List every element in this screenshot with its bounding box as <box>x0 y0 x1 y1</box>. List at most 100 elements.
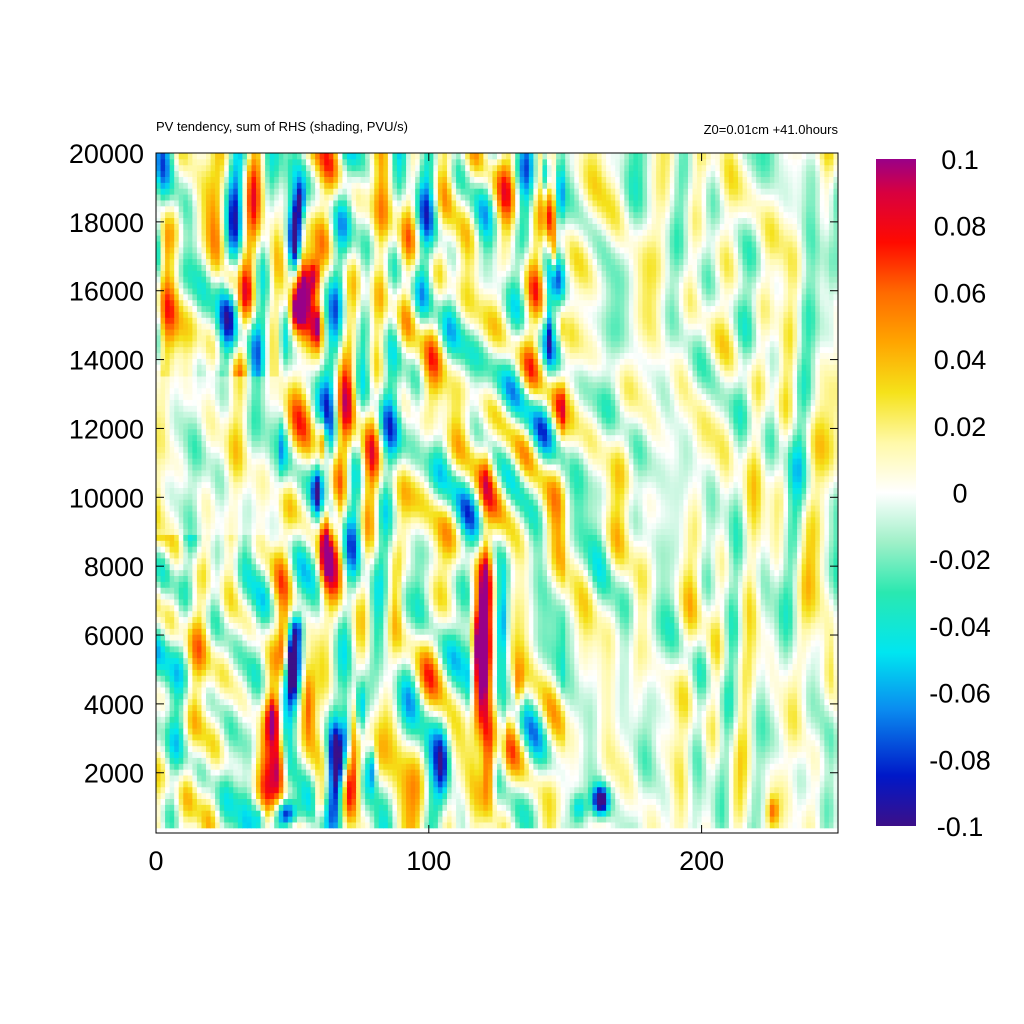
heatmap-cell <box>315 704 321 711</box>
heatmap-cell <box>424 640 430 647</box>
heatmap-cell <box>592 716 598 723</box>
heatmap-cell <box>737 816 744 823</box>
heatmap-cell <box>524 692 530 700</box>
heatmap-cell <box>628 798 634 805</box>
heatmap-cell <box>774 687 780 694</box>
heatmap-cell <box>296 663 302 670</box>
heatmap-cell <box>560 792 566 799</box>
heatmap-cell <box>669 634 675 641</box>
heatmap-cell <box>665 780 671 788</box>
heatmap-cell <box>660 763 666 770</box>
heatmap-cell <box>619 733 625 741</box>
heatmap-cell <box>369 775 375 782</box>
heatmap-cell <box>619 816 625 823</box>
heatmap-cell <box>633 687 639 694</box>
heatmap-cell <box>560 810 566 817</box>
heatmap-cell <box>510 728 516 735</box>
heatmap-cell <box>242 728 248 735</box>
heatmap-cell <box>501 792 507 799</box>
heatmap-cell <box>437 716 443 723</box>
heatmap-cell <box>492 763 498 770</box>
heatmap-cell <box>224 710 230 717</box>
heatmap-cell <box>174 657 180 665</box>
heatmap-cell <box>478 716 484 723</box>
heatmap-cell <box>374 722 380 729</box>
heatmap-cell <box>660 821 666 829</box>
heatmap-cell <box>742 751 748 758</box>
heatmap-cell <box>287 657 293 665</box>
heatmap-cell <box>160 669 166 676</box>
heatmap-cell <box>483 775 489 782</box>
heatmap-cell <box>669 757 675 764</box>
heatmap-cell <box>519 728 525 735</box>
heatmap-cell <box>378 821 384 829</box>
heatmap-cell <box>192 780 198 788</box>
heatmap-cell <box>524 816 530 823</box>
heatmap-cell <box>610 804 616 811</box>
heatmap-cell <box>683 751 689 758</box>
heatmap-cell <box>296 628 302 635</box>
heatmap-cell <box>283 821 289 829</box>
heatmap-cell <box>774 698 780 706</box>
heatmap-cell <box>797 681 803 688</box>
heatmap-cell <box>651 669 657 676</box>
heatmap-cell <box>497 728 503 735</box>
heatmap-cell <box>656 821 662 829</box>
heatmap-cell <box>346 804 353 811</box>
heatmap-cell <box>296 798 302 805</box>
heatmap-cell <box>815 810 821 817</box>
heatmap-cell <box>215 821 221 829</box>
heatmap-cell <box>756 681 762 688</box>
heatmap-cell <box>760 780 766 788</box>
heatmap-cell <box>256 628 262 635</box>
heatmap-cell <box>274 669 280 676</box>
heatmap-cell <box>446 739 453 747</box>
heatmap-cell <box>560 634 566 641</box>
heatmap-cell <box>483 722 489 729</box>
heatmap-cell <box>633 804 639 811</box>
heatmap-cell <box>156 780 162 788</box>
heatmap-cell <box>687 763 694 770</box>
heatmap-cell <box>515 698 521 706</box>
heatmap-cell <box>560 698 566 706</box>
heatmap-cell <box>674 663 680 670</box>
heatmap-cell <box>642 733 648 741</box>
heatmap-cell <box>533 692 539 700</box>
heatmap-cell <box>174 698 180 706</box>
heatmap-cell <box>474 816 480 823</box>
heatmap-cell <box>569 757 575 764</box>
heatmap-cell <box>201 757 207 764</box>
heatmap-cell <box>701 786 707 794</box>
heatmap-cell <box>547 657 553 665</box>
heatmap-cell <box>828 663 834 670</box>
heatmap-cell <box>165 763 171 770</box>
heatmap-cell <box>828 651 834 659</box>
heatmap-cell <box>337 810 343 817</box>
heatmap-cell <box>547 804 553 811</box>
heatmap-cell <box>787 722 794 729</box>
heatmap-cell <box>415 669 421 676</box>
heatmap-cell <box>787 663 794 670</box>
heatmap-cell <box>524 792 530 799</box>
heatmap-cell <box>337 821 343 829</box>
heatmap-cell <box>769 769 775 776</box>
heatmap-cell <box>624 663 630 670</box>
heatmap-cell <box>410 810 416 817</box>
heatmap-cell <box>542 663 548 670</box>
heatmap-cell <box>333 751 339 758</box>
heatmap-cell <box>451 763 457 770</box>
heatmap-cell <box>306 692 312 700</box>
heatmap-cell <box>801 775 807 782</box>
heatmap-cell <box>551 751 557 758</box>
heatmap-cell <box>469 792 475 799</box>
heatmap-cell <box>683 716 689 723</box>
heatmap-cell <box>824 745 830 753</box>
heatmap-cell <box>660 751 666 758</box>
heatmap-cell <box>560 692 566 700</box>
heatmap-cell <box>633 722 639 729</box>
heatmap-cell <box>706 733 712 741</box>
heatmap-cell <box>615 792 621 799</box>
heatmap-cell <box>733 669 739 676</box>
heatmap-cell <box>356 739 362 747</box>
heatmap-cell <box>169 775 175 782</box>
